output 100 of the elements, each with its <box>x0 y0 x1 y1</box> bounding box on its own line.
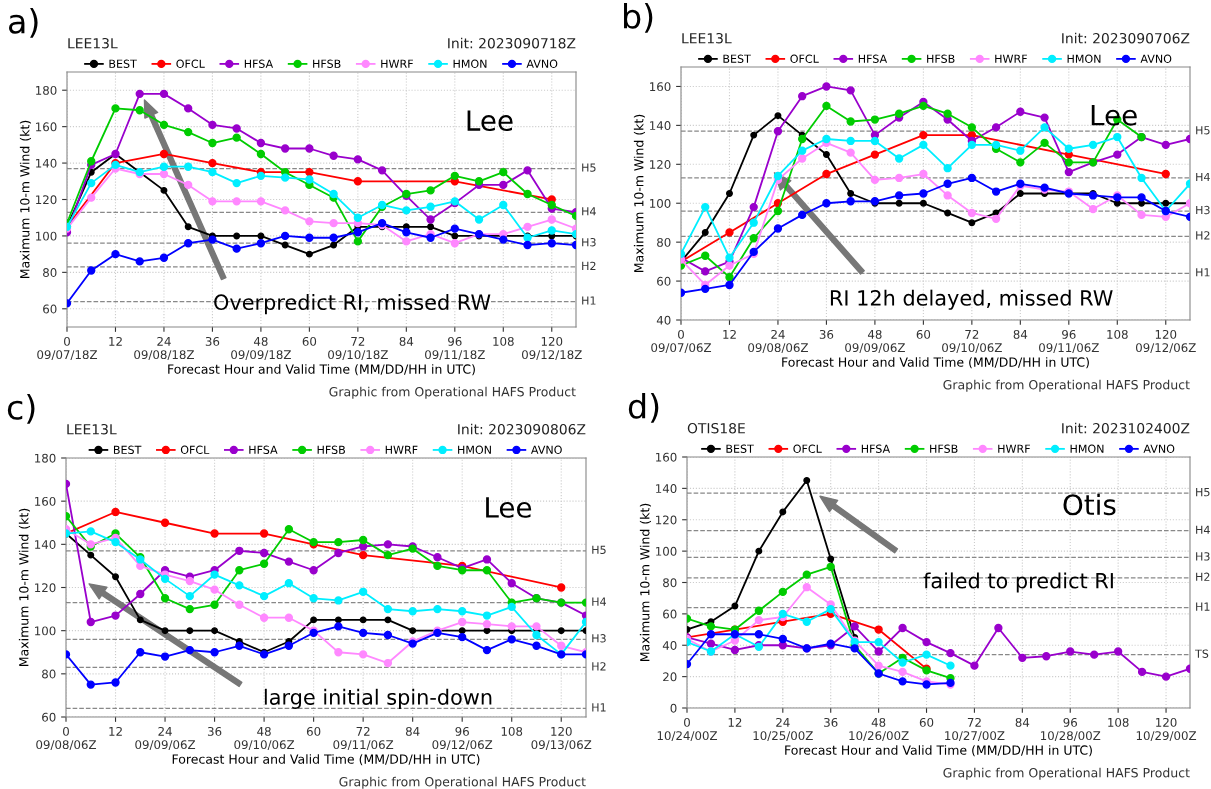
legend-label: BEST <box>109 59 137 68</box>
y-tick-label: 60 <box>657 276 671 286</box>
x-tick-label: 0 09/07/06Z <box>651 329 712 354</box>
x-tick-label: 0 09/08/06Z <box>36 726 97 751</box>
x-tick-label: 0 10/24/00Z <box>657 717 718 742</box>
y-tick-label: 140 <box>36 158 57 168</box>
x-tick-label: 108 <box>493 336 514 346</box>
x-tick-label: 36 <box>819 329 834 339</box>
x-tick-label: 72 09/10/18Z <box>328 336 388 361</box>
legend-label: HFSA <box>244 59 274 68</box>
chart-title: d) <box>628 393 659 423</box>
x-tick-label: 36 <box>207 726 222 736</box>
chart-subtitle: LEE13L <box>67 423 117 435</box>
y-tick-label: 100 <box>656 546 677 556</box>
y-tick-label: 120 <box>656 515 677 525</box>
x-tick-label: 120 10/29/00Z <box>1136 717 1197 742</box>
x-tick-label: 24 10/25/00Z <box>753 717 813 742</box>
y-axis-title: Maximum 10-m Wind (kt) <box>633 114 646 272</box>
legend-label: HMON <box>1070 444 1104 453</box>
x-tick-label: 120 09/12/06Z <box>1135 329 1196 354</box>
legend-label: OFCL <box>793 444 822 453</box>
ref-line-label: H4 <box>1196 525 1210 534</box>
text: Init: 2023102400Z <box>1062 422 1190 434</box>
y-tick-label: 40 <box>656 315 671 325</box>
legend-label: AVNO <box>1140 54 1172 63</box>
text: Graphic from Operational HAFS Product <box>943 379 1190 392</box>
chart-subtitle: LEE13L <box>682 32 732 44</box>
y-axis-title: Maximum 10-m Wind (kt) <box>18 508 31 666</box>
x-tick-label: 96 09/11/06Z <box>1039 329 1099 354</box>
annotation: Otis <box>1063 493 1116 516</box>
text: Graphic from Operational HAFS Product <box>339 776 586 789</box>
ref-line-label: H1 <box>1196 268 1210 277</box>
x-tick-label: 0 09/07/18Z <box>37 336 98 361</box>
y-tick-label: 160 <box>650 82 671 92</box>
text: Init: 2023090806Z <box>458 423 586 435</box>
annotation: Lee <box>1091 105 1137 126</box>
y-tick-label: 60 <box>43 304 57 314</box>
y-tick-label: 80 <box>657 237 671 247</box>
annotation: large initial spin-down <box>264 688 492 709</box>
legend-label: HFSB <box>930 444 958 453</box>
annotation: failed to predict RI <box>923 572 1113 593</box>
x-tick-label: 48 09/09/06Z <box>845 329 905 354</box>
x-tick-label: 72 10/27/00Z <box>945 717 1005 742</box>
x-tick-label: 36 <box>824 717 838 727</box>
x-tick-label: 84 <box>1013 329 1028 339</box>
legend-label: BEST <box>723 54 751 63</box>
x-tick-label: 24 09/08/06Z <box>748 329 808 354</box>
chart-title: b) <box>624 3 653 33</box>
legend-label: HWRF <box>385 445 418 454</box>
x-tick-label: 24 09/08/18Z <box>134 336 194 361</box>
x-tick-label: 120 09/12/18Z <box>521 336 582 361</box>
text: Init: 2023090718Z <box>448 37 576 49</box>
y-tick-label: 20 <box>663 672 677 682</box>
y-tick-label: 80 <box>42 669 56 679</box>
chart-title: c) <box>7 394 35 424</box>
x-axis-title: Forecast Hour and Valid Time (MM/DD/HH in UTC) <box>172 754 480 766</box>
x-tick-label: 24 09/09/06Z <box>135 726 196 751</box>
text: Graphic from Operational HAFS Product <box>943 767 1190 780</box>
x-tick-label: 60 <box>306 726 321 736</box>
legend-label: HMON <box>1067 54 1101 63</box>
ref-line-label: H2 <box>582 261 596 270</box>
ref-line-label: H2 <box>592 662 606 671</box>
y-tick-label: 120 <box>36 195 57 205</box>
ref-line-label: H3 <box>1196 205 1210 215</box>
text: Graphic from Operational HAFS Product <box>329 386 576 399</box>
legend-label: HFSB <box>927 54 955 63</box>
x-tick-label: 60 <box>916 329 931 339</box>
y-tick-label: 140 <box>35 540 56 549</box>
y-tick-label: 100 <box>650 198 671 208</box>
legend-label: HWRF <box>381 59 413 68</box>
y-tick-label: 0 <box>670 703 677 713</box>
x-axis-title: Forecast Hour and Valid Time (MM/DD/HH in UTC) <box>168 364 475 376</box>
legend-label: BEST <box>113 445 142 454</box>
chart-subtitle: OTIS18E <box>687 422 745 434</box>
annotation: Lee <box>486 497 532 518</box>
ref-line-label: H4 <box>582 207 596 216</box>
legend-label: OFCL <box>180 445 210 454</box>
ref-line-label: H5 <box>592 545 606 555</box>
x-tick-label: 60 <box>919 717 934 727</box>
x-tick-label: 72 09/11/06Z <box>333 726 394 751</box>
ref-line-label: H4 <box>1196 172 1210 181</box>
legend-label: HFSB <box>317 445 345 454</box>
ref-line-label: H2 <box>1196 231 1210 240</box>
legend-label: HFSA <box>861 444 891 453</box>
y-tick-label: 160 <box>36 122 57 132</box>
x-tick-label: 96 10/28/00Z <box>1040 717 1101 742</box>
legend-label: OFCL <box>176 59 205 68</box>
text: Init: 2023090706Z <box>1062 32 1190 44</box>
x-tick-label: 96 09/12/06Z <box>432 726 493 751</box>
x-axis-title: Forecast Hour and Valid Time (MM/DD/HH in UTC) <box>785 745 1092 757</box>
y-tick-label: 160 <box>35 496 56 506</box>
y-tick-label: 180 <box>35 453 56 463</box>
legend-label: OFCL <box>790 54 819 63</box>
chart-subtitle: LEE13L <box>68 37 118 49</box>
legend-label: HMON <box>458 445 491 454</box>
ref-line-label: H5 <box>582 163 596 172</box>
ref-line-label: H1 <box>582 296 596 305</box>
chart-title: a) <box>9 8 38 38</box>
legend-label: HFSB <box>313 59 341 68</box>
legend-label: BEST <box>726 444 754 453</box>
